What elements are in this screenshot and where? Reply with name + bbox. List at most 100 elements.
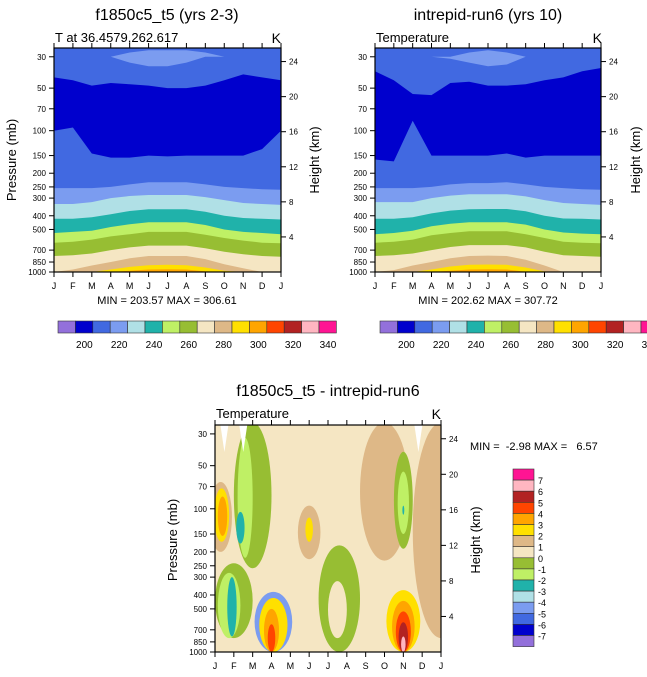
colorbar-label: 260 [502,340,519,351]
right-string: K [432,406,442,422]
contour-band [54,256,281,272]
y-tick-label: 700 [194,626,208,635]
colorbar-label: 0 [538,554,543,564]
x-tick-label: J [467,281,472,291]
colorbar-swatch [127,320,146,334]
contour-blob [217,496,228,537]
colorbar-swatch [92,320,111,334]
colorbar-label: -2 [538,576,546,586]
y-tick-label: 50 [37,84,46,93]
y-tick-label: 100 [194,505,208,514]
colorbar-label: 220 [433,340,450,351]
x-tick-label: J [373,281,378,291]
colorbar-label: -5 [538,609,546,619]
colorbar-label: -6 [538,620,546,630]
colorbar-label: 240 [146,340,163,351]
y-tick-label: 500 [194,605,208,614]
y-tick-label: 850 [354,258,368,267]
y-tick-label-right: 16 [609,128,618,137]
x-tick-label: J [307,661,312,671]
y-tick-label: 400 [33,212,47,221]
colorbar-swatch [512,590,535,603]
x-tick-label: J [146,281,151,291]
colorbar-label: 340 [642,340,647,351]
colorbar-swatch [379,320,398,334]
contour-blob [267,624,276,652]
y-tick-label: 70 [358,105,367,114]
colorbar-swatch [518,320,537,334]
colorbar: 200 220 240 260 280 300 320 340 [57,320,337,351]
colorbar-swatch [431,320,450,334]
stats-label: MIN = 202.62 MAX = 307.72 [418,295,557,307]
contour-band [375,264,601,272]
colorbar-label: 340 [320,340,337,351]
y-tick-label-right: 20 [609,93,618,102]
y-axis-label-right: Height (km) [307,126,322,193]
colorbar-swatch [144,320,163,334]
y-tick-label: 850 [33,258,47,267]
colorbar-label: 5 [538,498,543,508]
colorbar-label: 6 [538,487,543,497]
y-axis-label: Pressure (mb) [165,499,180,581]
panel-right: intrepid-run6 (yrs 10) Temperature K J F M… [349,7,647,351]
contour-plot: J F M A M J J A S O N D J 30 50 70 100 150 200 250 300 400 500… [28,43,298,291]
y-tick-label: 1000 [189,648,207,657]
colorbar-label: 1 [538,543,543,553]
colorbar-label: -3 [538,587,546,597]
colorbar-swatch [512,490,535,503]
y-tick-label: 400 [194,591,208,600]
colorbar-label: 260 [180,340,197,351]
y-tick-label: 150 [354,152,368,161]
colorbar-swatch [512,557,535,570]
y-tick-label-right: 4 [449,612,454,621]
y-tick-label-right: 4 [609,233,614,242]
x-tick-label: J [213,661,218,671]
contour-band [54,50,281,67]
contour-band [54,74,281,158]
colorbar-label: 3 [538,521,543,531]
y-axis-label-right: Height (km) [628,126,643,193]
y-tick-label: 50 [198,462,207,471]
y-tick-label: 70 [37,105,46,114]
colorbar-swatch [301,320,320,334]
y-tick-label-right: 20 [289,93,298,102]
colorbar-label: 320 [607,340,624,351]
colorbar-label: -4 [538,598,546,608]
colorbar-swatch [283,320,302,334]
colorbar-label: -1 [538,565,546,575]
y-axis-label-right: Height (km) [468,506,483,573]
colorbar-swatch [512,468,535,481]
y-tick-label: 70 [198,483,207,492]
stats-label: MIN = -2.98 MAX = 6.57 [470,441,598,453]
panel-title: intrepid-run6 (yrs 10) [414,7,563,24]
stats-label: MIN = 203.57 MAX = 306.61 [97,295,236,307]
y-tick-label: 30 [198,430,207,439]
colorbar-swatch [214,320,233,334]
x-tick-label: A [268,661,274,671]
colorbar-swatch [75,320,94,334]
contour-band [375,50,601,67]
y-tick-label-right: 24 [609,58,618,67]
x-tick-label: D [419,661,426,671]
y-tick-label-right: 16 [289,128,298,137]
y-tick-label-right: 24 [289,58,298,67]
x-tick-label: J [599,281,604,291]
colorbar-label: 220 [111,340,128,351]
colorbar-label: 300 [250,340,267,351]
y-tick-label: 500 [354,225,368,234]
x-tick-label: N [560,281,567,291]
colorbar-swatch [162,320,181,334]
missing-region [220,425,229,452]
right-string: K [272,30,282,46]
x-tick-label: N [400,661,407,671]
contour-band [54,264,281,272]
y-tick-label: 250 [354,183,368,192]
x-tick-label: O [381,661,388,671]
contour-blob [402,505,405,515]
colorbar-swatch [536,320,555,334]
y-tick-label: 100 [33,127,47,136]
panel-left: f1850c5_t5 (yrs 2-3) T at 36.4579,262.61… [4,7,337,351]
x-tick-label: M [447,281,455,291]
